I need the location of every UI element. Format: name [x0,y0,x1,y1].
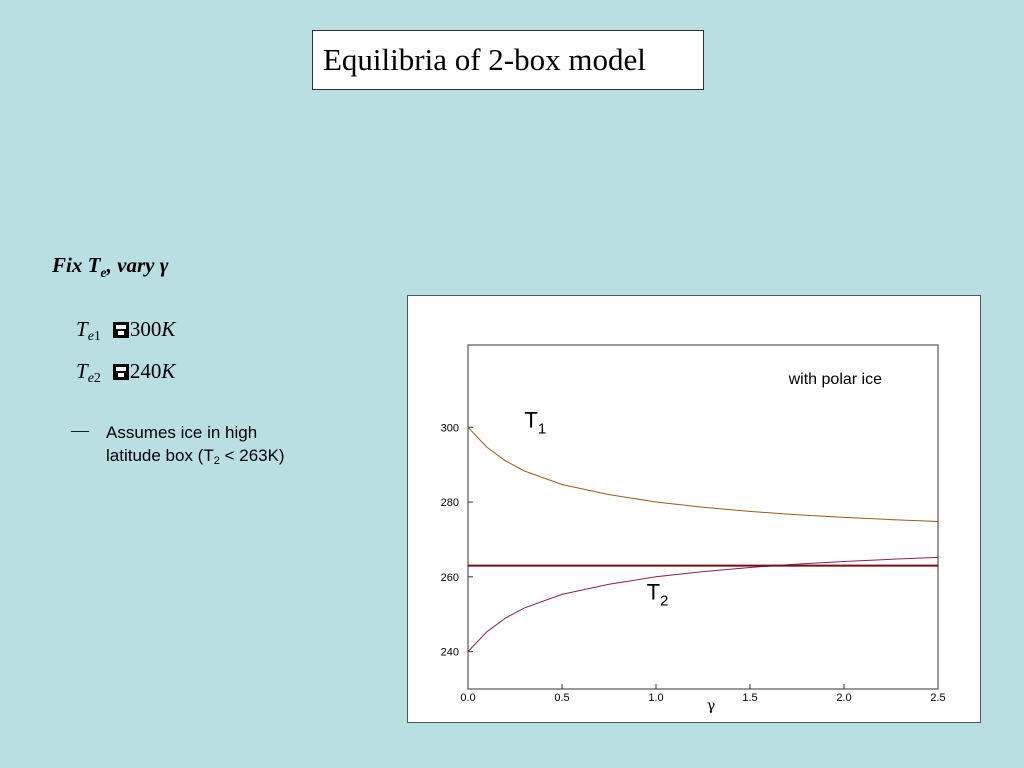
equation-variable: T [76,359,88,383]
heading-prefix: Fix T [52,253,101,277]
equation-te2: T e2 240 K [76,359,176,387]
x-tick-label: 1.5 [742,692,757,704]
series-label: T1 [524,407,546,437]
chart-annotation: with polar ice [788,371,882,388]
equation-unit: K [161,317,176,341]
missing-glyph-icon [112,364,129,380]
x-tick-label: 2.0 [836,692,851,704]
missing-glyph-icon [112,322,129,338]
equation-subscript-letter: e [87,329,94,344]
heading-subscript: e [100,266,107,281]
bullet-line1: Assumes ice in high [106,423,258,442]
series-label: T2 [647,579,669,609]
equation-subscript: e2 [88,371,101,387]
x-axis-label: γ [707,698,715,714]
series-label-subscript: 1 [538,420,546,437]
bullet-line2-subscript: 2 [213,455,220,467]
equation-te1: T e1 300 K [76,317,176,345]
bullet-line2-suffix: < 263K) [219,446,285,465]
y-tick-label: 280 [441,497,459,509]
equation-unit: K [161,359,176,383]
x-tick-label: 1.0 [648,692,663,704]
y-tick-label: 300 [441,422,459,434]
equation-variable: T [76,317,88,341]
series-t1-line [467,426,939,522]
slide-title: Equilibria of 2-box model [312,30,704,90]
plot-area [467,344,939,690]
chart-frame: 0.0 0.5 1.0 1.5 2.0 2.5 240 260 280 300 T1 T2 wit… [407,295,981,723]
equation-subscript-number: 1 [93,329,101,344]
x-tick-label: 0.5 [554,692,569,704]
x-tick-label: 0.0 [460,692,475,704]
series-label-subscript: 2 [660,592,668,609]
heading-suffix: , vary γ [106,253,169,277]
equation-subscript: e1 [88,329,101,345]
bullet-dash: — [71,420,89,440]
y-tick-label: 240 [441,647,459,659]
equation-subscript-number: 2 [93,371,101,386]
x-tick-label: 2.5 [930,692,945,704]
section-heading: Fix Te, vary γ [52,253,169,281]
bullet-line2-prefix: latitude box (T [106,446,214,465]
equation-value: 240 [129,359,162,383]
equation-value: 300 [129,317,162,341]
bullet-text: Assumes ice in high latitude box (T2 < 2… [106,421,356,470]
y-tick-label: 260 [441,572,459,584]
series-label-name: T [647,579,660,604]
series-label-name: T [524,407,537,432]
slide-title-text: Equilibria of 2-box model [323,42,646,77]
equation-subscript-letter: e [87,371,94,386]
series-t2-line [467,556,939,652]
